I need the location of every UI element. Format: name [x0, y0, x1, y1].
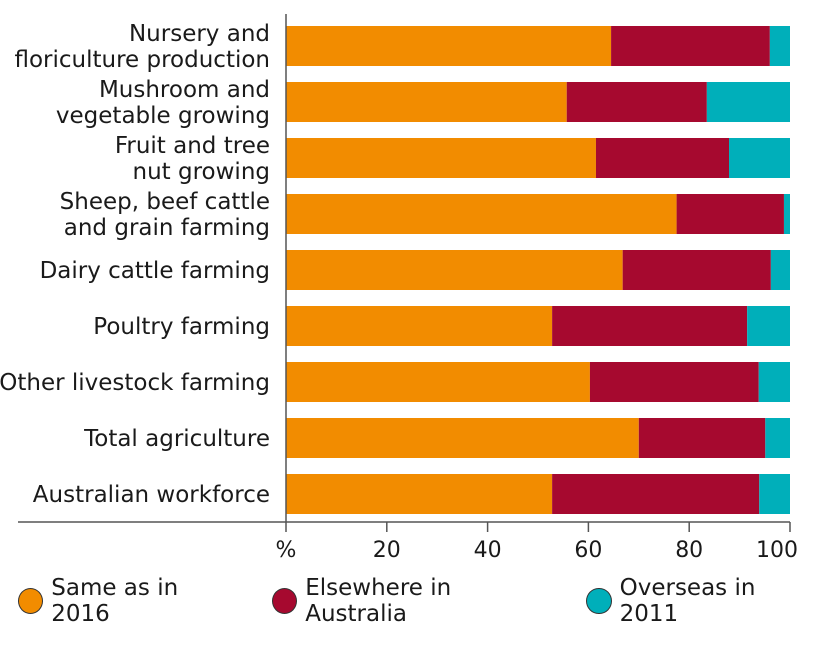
bar-segment	[758, 362, 790, 402]
category-label: nut growing	[133, 159, 270, 185]
bar-segment	[770, 250, 790, 290]
legend-item: Same as in 2016	[18, 575, 238, 627]
bar-segment	[747, 306, 790, 346]
category-label: Nursery and	[129, 21, 270, 47]
legend-swatch	[18, 588, 44, 614]
bar-segment	[286, 418, 639, 458]
legend-item: Overseas in 2011	[586, 575, 815, 627]
x-tick-label: 20	[373, 538, 401, 563]
bar-segment	[552, 474, 760, 514]
bar-segment	[286, 474, 553, 514]
category-label: and grain farming	[64, 215, 270, 241]
category-label: Mushroom and	[99, 77, 270, 103]
bar-segment	[759, 474, 790, 514]
category-label: Total agriculture	[83, 426, 270, 452]
legend-swatch	[271, 588, 298, 614]
bar-segment	[286, 362, 590, 402]
x-tick-labels: % 20 40 60 80 100	[276, 522, 798, 563]
bar-segment	[676, 194, 784, 234]
bar-segment	[286, 82, 567, 122]
bar-segment	[286, 250, 623, 290]
legend-swatch	[586, 588, 612, 614]
bar-segment	[552, 306, 748, 346]
bar-segment	[729, 138, 790, 178]
category-label: Other livestock farming	[0, 370, 270, 396]
category-label: Fruit and tree	[115, 133, 270, 159]
bar-segment	[638, 418, 766, 458]
bar-segment	[286, 138, 596, 178]
legend-label: Elsewhere in Australia	[305, 575, 452, 627]
bar-segment	[611, 26, 770, 66]
x-tick-label: 100	[756, 538, 798, 563]
category-label: Sheep, beef cattle	[60, 189, 270, 215]
category-label: Australian workforce	[33, 482, 270, 508]
legend-label: Overseas in 2011	[619, 575, 756, 627]
category-label: Dairy cattle farming	[40, 258, 270, 284]
bar-segment	[286, 26, 612, 66]
bars	[286, 26, 790, 514]
legend: Same as in 2016 Elsewhere in Australia Ove…	[18, 575, 815, 627]
axes	[18, 14, 790, 523]
x-tick-label: %	[276, 538, 297, 563]
x-tick-label: 40	[474, 538, 502, 563]
bar-segment	[286, 194, 677, 234]
category-label: vegetable growing	[56, 103, 270, 129]
bar-segment	[595, 138, 730, 178]
bar-segment	[622, 250, 771, 290]
bar-segment	[706, 82, 790, 122]
legend-label: Same as in 2016	[51, 575, 179, 627]
bar-segment	[589, 362, 759, 402]
x-tick-label: 80	[675, 538, 703, 563]
category-label: floriculture production	[14, 47, 270, 73]
bar-segment	[783, 194, 790, 234]
bar-segment	[765, 418, 790, 458]
bar-segment	[769, 26, 790, 66]
category-label: Poultry farming	[93, 314, 270, 340]
bar-segment	[566, 82, 707, 122]
bar-segment	[286, 306, 553, 346]
legend-item: Elsewhere in Australia	[271, 575, 552, 627]
x-tick-label: 60	[574, 538, 602, 563]
